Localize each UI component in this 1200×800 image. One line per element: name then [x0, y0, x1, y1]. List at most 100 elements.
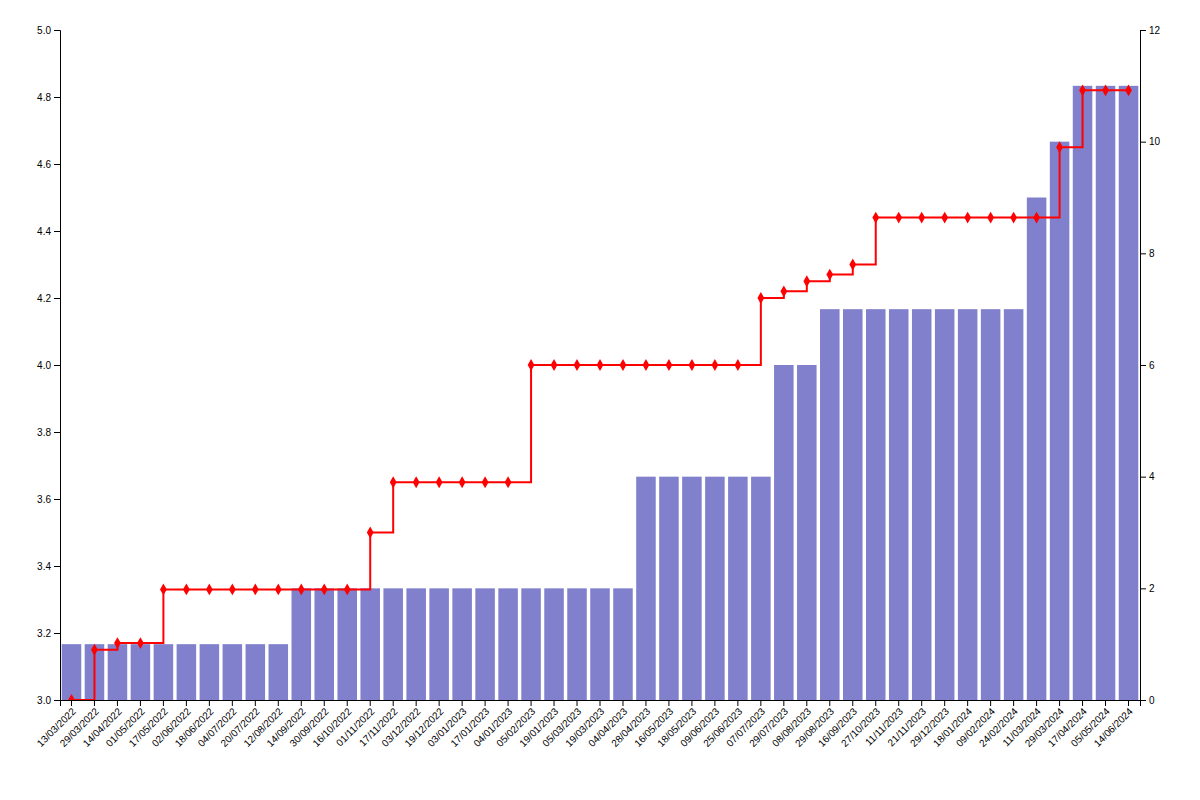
- tick-mark: [1140, 588, 1146, 589]
- marker: [597, 359, 604, 371]
- tick-label: 4: [1149, 471, 1155, 482]
- bar: [912, 309, 932, 700]
- tick-mark: [209, 700, 210, 706]
- bar: [636, 477, 656, 700]
- tick-label: 2: [1149, 583, 1155, 594]
- tick-mark: [54, 633, 60, 634]
- bar: [820, 309, 840, 700]
- marker: [91, 644, 98, 656]
- bar: [797, 365, 817, 700]
- marker: [1125, 84, 1132, 96]
- tick-mark: [944, 700, 945, 706]
- bar: [935, 309, 955, 700]
- bar: [659, 477, 679, 700]
- marker: [551, 359, 558, 371]
- marker: [367, 527, 374, 539]
- tick-mark: [1082, 700, 1083, 706]
- bar: [1004, 309, 1024, 700]
- bar: [62, 644, 82, 700]
- tick: 4.6: [37, 159, 60, 170]
- bar: [1096, 86, 1116, 700]
- tick-mark: [1140, 253, 1146, 254]
- bar: [154, 644, 174, 700]
- bar: [429, 588, 449, 700]
- bar: [337, 588, 357, 700]
- plot: 3.0 3.2 3.4 3.6 3.8 4.0 4.2 4.4 4.6 4.8 5.0 0 2 4 6 8 10…: [35, 25, 1161, 749]
- tick: 0: [1140, 695, 1155, 706]
- tick: 2: [1140, 583, 1155, 594]
- tick: 4.0: [37, 360, 60, 371]
- tick-label: 3.8: [37, 427, 51, 438]
- bar: [521, 588, 541, 700]
- tick-label: 0: [1149, 695, 1155, 706]
- bar: [728, 477, 748, 700]
- bar: [774, 365, 794, 700]
- marks: [62, 84, 1139, 700]
- marker: [229, 584, 236, 596]
- bar: [590, 588, 610, 700]
- tick-label: 10: [1149, 136, 1161, 147]
- tick: 14/06/2024: [1092, 700, 1135, 749]
- tick-mark: [54, 30, 60, 31]
- bar: [406, 588, 426, 700]
- marker: [482, 476, 489, 488]
- y-axis: 3.0 3.2 3.4 3.6 3.8 4.0 4.2 4.4 4.6 4.8 5.0: [37, 25, 60, 706]
- tick-mark: [921, 700, 922, 706]
- tick-mark: [990, 700, 991, 706]
- tick-mark: [54, 298, 60, 299]
- marker: [734, 359, 741, 371]
- marker: [689, 359, 696, 371]
- tick-label: 6: [1149, 360, 1155, 371]
- tick-mark: [1036, 700, 1037, 706]
- bar: [383, 588, 403, 700]
- tick-mark: [600, 700, 601, 706]
- tick: 4: [1140, 471, 1155, 482]
- marker: [918, 212, 925, 224]
- marker: [964, 212, 971, 224]
- bar: [292, 588, 312, 700]
- bar: [889, 309, 909, 700]
- bar: [981, 309, 1001, 700]
- bar: [223, 644, 243, 700]
- bar: [360, 588, 380, 700]
- tick-mark: [691, 700, 692, 706]
- bar: [567, 588, 587, 700]
- tick: 3.4: [37, 561, 60, 572]
- tick-label: 4.4: [37, 226, 51, 237]
- marker: [1102, 84, 1109, 96]
- tick-mark: [531, 700, 532, 706]
- tick-mark: [1140, 142, 1146, 143]
- marker: [826, 269, 833, 281]
- tick-label: 4.8: [37, 92, 51, 103]
- tick-mark: [301, 700, 302, 706]
- tick: 3.0: [37, 695, 60, 706]
- line: [71, 90, 1128, 700]
- tick: 8: [1140, 248, 1155, 259]
- marker: [643, 359, 650, 371]
- marker: [206, 584, 213, 596]
- tick-label: 4.2: [37, 293, 51, 304]
- tick: 3.8: [37, 427, 60, 438]
- tick: 3.6: [37, 494, 60, 505]
- tick-mark: [714, 700, 715, 706]
- bar: [1027, 198, 1047, 701]
- tick-mark: [508, 700, 509, 706]
- tick-label: 8: [1149, 248, 1155, 259]
- tick-mark: [54, 231, 60, 232]
- tick-mark: [439, 700, 440, 706]
- tick-mark: [737, 700, 738, 706]
- tick: 4.4: [37, 226, 60, 237]
- tick-label: 3.2: [37, 628, 51, 639]
- marker: [666, 359, 673, 371]
- tick-label: 5.0: [37, 25, 51, 36]
- tick-mark: [577, 700, 578, 706]
- tick-mark: [347, 700, 348, 706]
- bar: [177, 644, 197, 700]
- axis-line: [1141, 31, 1147, 701]
- tick: 3.2: [37, 628, 60, 639]
- bar: [682, 477, 702, 700]
- line-series: [68, 84, 1132, 700]
- tick-mark: [140, 700, 141, 706]
- tick: 12: [1140, 25, 1161, 36]
- tick-mark: [622, 700, 623, 706]
